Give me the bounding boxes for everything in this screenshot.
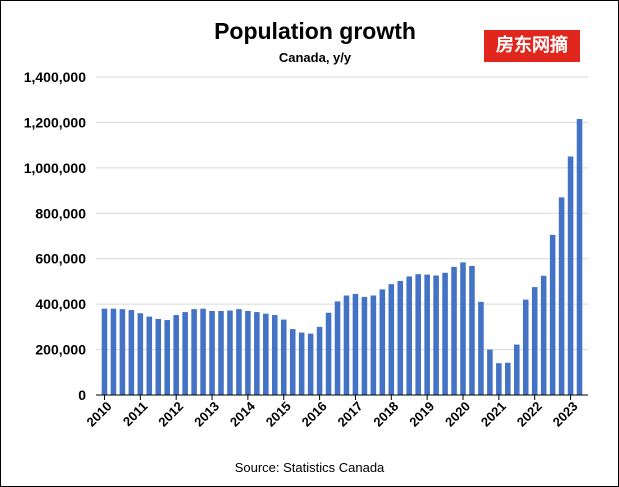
bar: 2010 Q1: 380,000 bbox=[101, 308, 108, 395]
x-tick-label: 2011 bbox=[120, 399, 151, 430]
bar: 2022 Q2: 525,000 bbox=[540, 275, 547, 395]
x-tick-label: 2015 bbox=[263, 399, 294, 430]
chart-title: Population growth bbox=[214, 18, 416, 44]
x-tick-label: 2021 bbox=[478, 399, 509, 430]
bar: 2018 Q4: 532,000 bbox=[415, 274, 421, 395]
bar: 2021 Q2: 142,000 bbox=[505, 362, 511, 395]
y-tick-label: 1,000,000 bbox=[24, 160, 86, 176]
x-tick-label: 2010 bbox=[84, 399, 115, 430]
bar: 2021 Q4: 420,000 bbox=[522, 299, 529, 395]
x-tick-label: 2012 bbox=[155, 399, 186, 430]
y-tick-label: 1,400,000 bbox=[24, 69, 86, 85]
bar: 2012 Q1: 352,000 bbox=[173, 315, 179, 395]
watermark-logo: 房东网摘 bbox=[484, 30, 580, 62]
bar: 2011 Q2: 345,000 bbox=[146, 316, 153, 395]
chart-subtitle: Canada, y/y bbox=[278, 50, 352, 65]
bar: 2010 Q4: 374,000 bbox=[128, 310, 135, 395]
bar: 2014 Q1: 370,000 bbox=[245, 310, 251, 395]
bar: 2013 Q3: 372,000 bbox=[227, 310, 233, 395]
x-tick-label: 2013 bbox=[191, 399, 222, 430]
bar: 2018 Q3: 522,000 bbox=[406, 276, 412, 395]
bar: 2019 Q4: 564,000 bbox=[451, 266, 457, 395]
bar: 2015 Q1: 332,000 bbox=[280, 319, 287, 395]
y-tick-label: 1,200,000 bbox=[24, 114, 86, 130]
x-axis bbox=[96, 394, 588, 400]
y-tick-label: 0 bbox=[78, 387, 86, 403]
bar: 2023 Q2: 1,215,000 bbox=[576, 119, 583, 396]
y-tick-label: 200,000 bbox=[35, 342, 86, 358]
source-note: Source: Statistics Canada bbox=[234, 460, 385, 475]
x-tick-label: 2020 bbox=[442, 399, 473, 430]
y-tick-label: 800,000 bbox=[35, 205, 86, 221]
x-tick-label: 2022 bbox=[514, 399, 545, 430]
bar: 2011 Q3: 335,000 bbox=[155, 318, 162, 395]
bar: 2019 Q1: 530,000 bbox=[424, 274, 430, 395]
bar: 2016 Q1: 300,000 bbox=[316, 326, 323, 395]
bar: 2010 Q3: 378,000 bbox=[119, 309, 126, 395]
y-tick-label: 600,000 bbox=[35, 251, 86, 267]
bar: 2022 Q4: 870,000 bbox=[558, 197, 565, 395]
bar: 2021 Q1: 140,000 bbox=[496, 363, 502, 395]
bar: 2021 Q3: 222,000 bbox=[514, 344, 520, 395]
bar: 2016 Q4: 438,000 bbox=[343, 295, 350, 395]
bar: 2016 Q2: 362,000 bbox=[325, 312, 332, 395]
bar: 2017 Q3: 438,000 bbox=[370, 295, 377, 395]
bar: 2012 Q2: 365,000 bbox=[182, 312, 188, 395]
bar: 2010 Q2: 380,000 bbox=[110, 308, 117, 395]
y-axis-labels: 0 200,000 400,000 600,000 800,000 1,000,000 1,… bbox=[24, 69, 87, 403]
bar: 2019 Q3: 538,000 bbox=[442, 272, 448, 395]
bar: 2015 Q3: 275,000 bbox=[298, 332, 305, 395]
bar: 2013 Q4: 378,000 bbox=[236, 309, 242, 395]
y-tick-label: 400,000 bbox=[35, 296, 86, 312]
bar: 2020 Q2: 568,000 bbox=[469, 265, 475, 395]
bar: 2014 Q3: 358,000 bbox=[263, 313, 269, 395]
bar: 2011 Q4: 330,000 bbox=[164, 320, 170, 395]
bar: 2023 Q1: 1,050,000 bbox=[567, 156, 574, 395]
bar: 2017 Q1: 445,000 bbox=[352, 293, 359, 395]
bar: 2015 Q2: 290,000 bbox=[289, 329, 296, 395]
bar: 2012 Q3: 378,000 bbox=[191, 309, 197, 395]
bar: 2020 Q3: 410,000 bbox=[478, 301, 484, 395]
bar: 2016 Q3: 412,000 bbox=[334, 301, 341, 395]
bar: 2015 Q4: 270,000 bbox=[307, 333, 314, 395]
bar: 2013 Q1: 370,000 bbox=[209, 310, 215, 395]
bar: 2022 Q3: 705,000 bbox=[549, 234, 556, 395]
bar: 2017 Q2: 432,000 bbox=[361, 296, 368, 395]
bar: 2020 Q1: 584,000 bbox=[460, 262, 466, 395]
bar: 2014 Q2: 365,000 bbox=[254, 312, 260, 395]
bar: 2014 Q4: 352,000 bbox=[272, 315, 278, 395]
bar: 2019 Q2: 526,000 bbox=[433, 275, 439, 395]
bar: 2020 Q4: 200,000 bbox=[487, 349, 493, 395]
bar: 2018 Q2: 502,000 bbox=[397, 280, 404, 395]
bar: 2012 Q4: 380,000 bbox=[200, 308, 206, 395]
bar: 2018 Q1: 488,000 bbox=[388, 284, 395, 395]
bar: 2013 Q2: 370,000 bbox=[218, 310, 224, 395]
x-axis-labels: 2010 2011 2012 2013 2014 2015 2016 2017 2018 2019… bbox=[84, 398, 581, 430]
x-tick-label: 2016 bbox=[299, 399, 330, 430]
bar: 2022 Q1: 475,000 bbox=[531, 287, 538, 395]
x-tick-label: 2019 bbox=[406, 399, 437, 430]
x-tick-label: 2018 bbox=[370, 399, 401, 430]
x-tick-label: 2017 bbox=[335, 399, 366, 430]
bar: 2011 Q1: 360,000 bbox=[137, 313, 144, 395]
x-tick-label: 2014 bbox=[227, 398, 259, 430]
x-tick-label: 2023 bbox=[550, 399, 581, 430]
bar: 2017 Q4: 465,000 bbox=[379, 289, 386, 395]
